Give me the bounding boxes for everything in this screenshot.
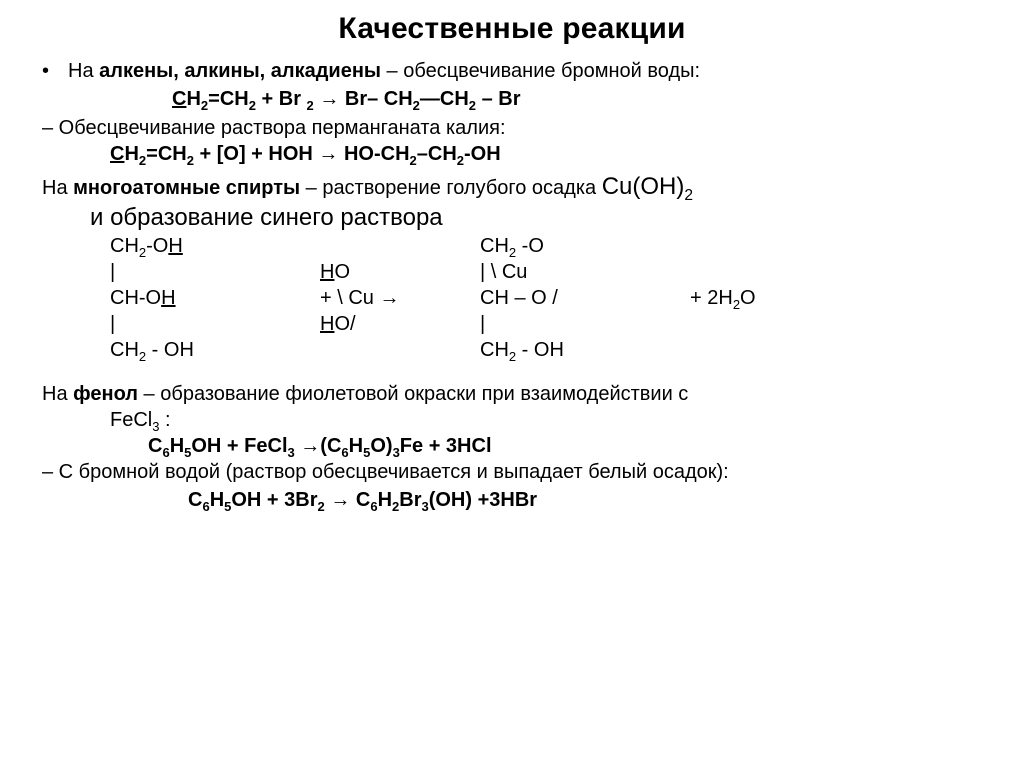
bullet-text: На алкены, алкины, алкадиены – обесцвечи…	[68, 58, 982, 84]
scheme-row-1: СН2-ОН СН2 -О	[110, 233, 982, 259]
equation-bromine-water: СН2=СН2 + Br 2 → Br– CH2—CH2 – Br	[42, 88, 982, 111]
equation-phenol-bromine: C6H5OH + 3Br2 → C6H2Br3(OH) +3HBr	[148, 487, 982, 513]
bullet-alkenes: • На алкены, алкины, алкадиены – обесцве…	[42, 58, 982, 84]
scheme-row-2: | НО | \ Cu	[110, 259, 982, 285]
line-polyols: На многоатомные спирты – растворение гол…	[42, 171, 982, 202]
line-phenol-2: FeCl3 :	[110, 407, 982, 433]
equation-phenol-fecl3: C6H5OH + FeCl3 →(C6H5O)3Fe + 3HCl	[148, 433, 982, 459]
slide: Качественные реакции • На алкены, алкины…	[0, 0, 1024, 768]
bullet-dot: •	[42, 58, 68, 84]
scheme-row-4: | НО/ |	[110, 311, 982, 337]
line-polyols-2: и образование синего раствора	[90, 202, 982, 233]
slide-title: Качественные реакции	[42, 12, 982, 46]
line-phenol: На фенол – образование фиолетовой окраск…	[42, 381, 982, 407]
scheme-row-5: СН2 - ОН СН2 - ОН	[110, 337, 982, 363]
line-permanganate: – Обесцвечивание раствора перманганата к…	[42, 115, 982, 141]
equation-permanganate: СН2=СН2 + [O] + HOH → HO-CH2–CH2-OH	[110, 141, 982, 167]
line-phenol-bromine: – С бромной водой (раствор обесцвечивает…	[42, 459, 982, 485]
scheme-row-3: СН-ОН + \ Cu → СН – О / + 2Н2О	[110, 285, 982, 311]
glycerol-scheme: СН2-ОН СН2 -О | НО | \ Cu СН-ОН + \ Cu →…	[110, 233, 982, 363]
